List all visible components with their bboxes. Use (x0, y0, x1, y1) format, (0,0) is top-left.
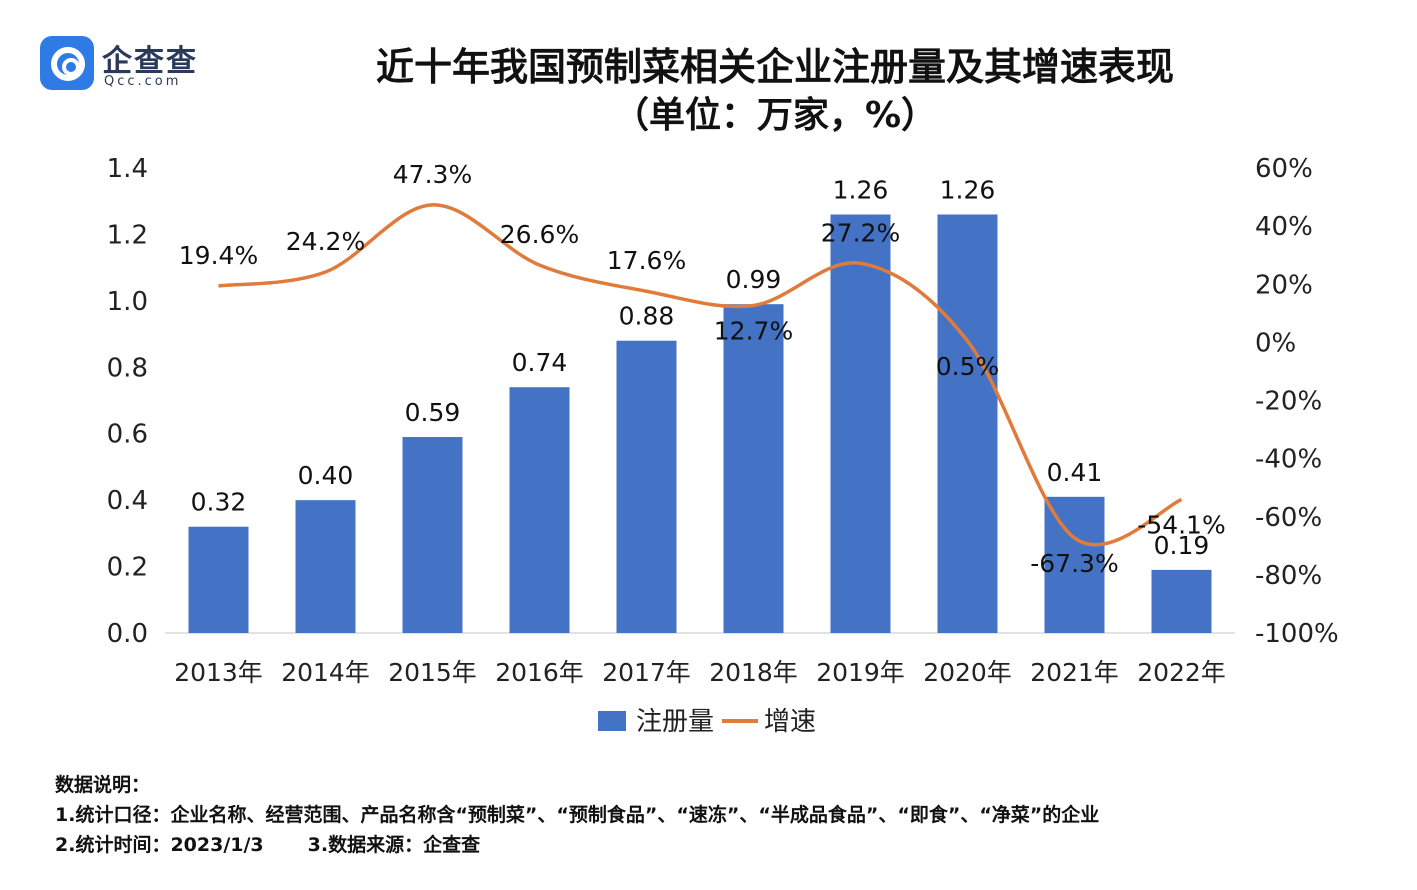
growth-value-label: 19.4% (179, 241, 258, 270)
bar-value-label: 1.26 (940, 176, 996, 205)
chart-subtitle: （单位：万家，%） (612, 95, 938, 136)
bar (402, 437, 463, 633)
growth-value-label: 24.2% (286, 227, 365, 256)
y-left-tick: 1.0 (107, 287, 148, 317)
notes-time: 2.统计时间：2023/1/3 (55, 834, 264, 856)
y-right-tick: -60% (1255, 503, 1322, 533)
x-tick: 2015年 (388, 658, 477, 687)
y-right-tick: -100% (1255, 619, 1339, 649)
growth-value-label: 26.6% (500, 220, 579, 249)
legend-bar-label: 注册量 (636, 707, 714, 737)
legend-line-label: 增速 (764, 707, 816, 737)
x-tick: 2019年 (816, 658, 905, 687)
bar (723, 304, 784, 633)
bar (509, 387, 570, 633)
growth-value-label: 17.6% (607, 246, 686, 275)
y-right-tick: -40% (1255, 445, 1322, 475)
data-notes: 数据说明： 1.统计口径：企业名称、经营范围、产品名称含“预制菜”、“预制食品”… (55, 770, 1099, 860)
x-tick: 2018年 (709, 658, 798, 687)
bar-value-label: 0.74 (512, 348, 568, 377)
y-right-tick: 0% (1255, 328, 1296, 358)
bar (830, 214, 891, 633)
x-tick: 2017年 (602, 658, 691, 687)
y-left-tick: 0.4 (107, 486, 148, 516)
bar-value-label: 0.40 (298, 461, 354, 490)
bar-value-label: 0.99 (726, 265, 782, 294)
y-right-tick: 40% (1255, 212, 1313, 242)
growth-line (218, 203, 1183, 547)
y-left-tick: 0.0 (107, 619, 148, 649)
growth-value-label: 27.2% (821, 218, 900, 247)
logo-name: 企查查 (102, 44, 198, 79)
bar (295, 500, 356, 633)
y-right-tick: 60% (1255, 154, 1313, 184)
bar (937, 214, 998, 633)
logo-subtitle: Qcc.com (104, 74, 182, 89)
x-tick: 2013年 (174, 658, 263, 687)
notes-source: 3.数据来源：企查查 (307, 834, 481, 856)
growth-value-label: -54.1% (1137, 511, 1225, 540)
y-left-tick: 0.6 (107, 420, 148, 450)
bar (188, 526, 249, 633)
bar (1151, 569, 1212, 633)
x-tick: 2016年 (495, 658, 584, 687)
bar-value-label: 1.26 (833, 176, 889, 205)
x-tick: 2014年 (281, 658, 370, 687)
bar-value-label: 0.59 (405, 398, 461, 427)
y-left-tick: 0.2 (107, 553, 148, 583)
y-right-tick: -80% (1255, 561, 1322, 591)
x-tick: 2022年 (1137, 658, 1226, 687)
bar-value-label: 0.19 (1154, 531, 1210, 560)
notes-heading: 数据说明： (55, 774, 151, 796)
chart-title: 近十年我国预制菜相关企业注册量及其增速表现 (375, 45, 1174, 89)
notes-scope: 1.统计口径：企业名称、经营范围、产品名称含“预制菜”、“预制食品”、“速冻”、… (55, 804, 1100, 826)
x-tick: 2020年 (923, 658, 1012, 687)
bar-value-label: 0.88 (619, 302, 675, 331)
bar (616, 340, 677, 633)
bar (1044, 496, 1105, 633)
growth-value-label: -67.3% (1030, 549, 1118, 578)
growth-value-label: 47.3% (393, 160, 472, 189)
growth-value-label: 12.7% (714, 316, 793, 345)
bar-value-label: 0.32 (191, 488, 247, 517)
y-left-tick: 0.8 (107, 353, 148, 383)
combo-chart: 0.0 0.2 0.4 0.6 0.8 1.0 1.2 1.4 -100% -80% -60% -40… (107, 154, 1339, 737)
y-left-tick: 1.4 (107, 154, 148, 184)
qcc-logo-icon (40, 36, 94, 90)
bar-value-label: 0.41 (1047, 458, 1103, 487)
qcc-logo: 企查查 Qcc.com (40, 36, 200, 94)
notes-meta: 2.统计时间：2023/1/3 3.数据来源：企查查 (55, 830, 1099, 860)
legend-bar-swatch (598, 711, 626, 731)
y-right-tick: -20% (1255, 387, 1322, 417)
y-right-tick: 20% (1255, 270, 1313, 300)
x-tick: 2021年 (1030, 658, 1119, 687)
y-left-tick: 1.2 (107, 220, 148, 250)
growth-value-label: 0.5% (936, 352, 1000, 381)
